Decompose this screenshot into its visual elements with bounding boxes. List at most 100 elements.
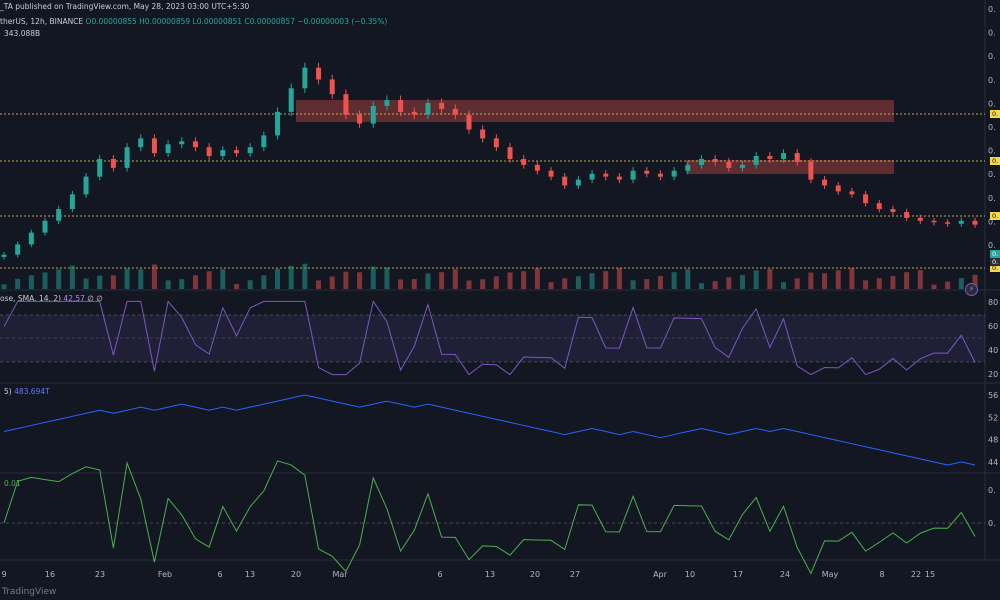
obv-axis: 56 52 48 44 xyxy=(988,391,998,467)
last-price-tag: 0. xyxy=(990,250,1000,258)
candle-body xyxy=(233,150,239,154)
axis-label: 0. xyxy=(988,519,996,528)
axis-label: 0. xyxy=(988,147,996,156)
volume-bar xyxy=(534,268,540,289)
candle-body xyxy=(247,147,253,154)
volume-bar xyxy=(876,278,882,289)
volume-bar xyxy=(958,278,964,289)
volume-bar xyxy=(931,284,937,289)
axis-label: 0. xyxy=(988,241,996,250)
obv-line xyxy=(3,394,976,466)
candle-body xyxy=(575,179,581,186)
candle-body xyxy=(69,194,75,210)
osc-label: 0.01 xyxy=(4,479,21,488)
volume-bar xyxy=(370,266,376,289)
candle-body xyxy=(726,161,732,168)
candle-body xyxy=(904,211,910,218)
candle-body xyxy=(179,141,185,145)
osc-axis: 0. 0. xyxy=(988,486,996,528)
volume-bar xyxy=(740,275,746,289)
time-tick: Apr xyxy=(653,570,667,579)
candle-body xyxy=(83,176,89,195)
volume-bar xyxy=(110,275,116,289)
candle-body xyxy=(849,191,855,195)
volume-bar xyxy=(398,279,404,289)
candle-body xyxy=(275,111,281,136)
supply-zone-lower xyxy=(686,160,894,174)
candle-body xyxy=(151,138,157,154)
volume-bar xyxy=(466,280,472,289)
candle-body xyxy=(411,111,417,115)
axis-label: 44 xyxy=(988,458,998,467)
volume-bar xyxy=(890,276,896,289)
volume-bar xyxy=(575,276,581,289)
candle-body xyxy=(616,176,622,180)
volume-bar xyxy=(603,271,609,289)
ohlc-line: therUS, 12h, BINANCE O0.00000855 H0.0000… xyxy=(0,17,387,26)
candle-body xyxy=(97,158,103,177)
volume-bar xyxy=(261,275,267,289)
candle-body xyxy=(370,105,376,124)
time-tick: 20 xyxy=(290,570,302,579)
volume-bar xyxy=(15,278,21,289)
volume-bar xyxy=(521,271,527,289)
volume-bar xyxy=(233,284,239,289)
volume-bar xyxy=(206,271,212,289)
volume-bar xyxy=(863,280,869,289)
rsi-line xyxy=(3,300,976,376)
candles xyxy=(1,62,978,260)
obv-label: 5) xyxy=(4,387,12,396)
volume-bar xyxy=(698,283,704,289)
candle-body xyxy=(425,103,431,115)
volume-bar xyxy=(179,279,185,289)
candle-body xyxy=(138,138,144,148)
axis-label: 80 xyxy=(988,298,998,307)
candle-body xyxy=(767,156,773,159)
candle-body xyxy=(329,79,335,95)
candle-body xyxy=(808,161,814,180)
candle-body xyxy=(357,114,363,124)
candle-body xyxy=(165,144,171,154)
volume-bar xyxy=(562,278,568,289)
candle-body xyxy=(753,156,759,165)
axis-label: 52 xyxy=(988,413,998,422)
volume-bar xyxy=(151,264,157,289)
candle-body xyxy=(876,203,882,210)
candle-body xyxy=(452,108,458,115)
volume-bar xyxy=(685,269,691,289)
obv-value: 483.694T xyxy=(14,387,50,396)
volume-bar xyxy=(316,280,322,289)
candle-body xyxy=(698,158,704,165)
volume-bar xyxy=(165,280,171,289)
volume-bar xyxy=(28,275,34,289)
volume-bar xyxy=(904,272,910,289)
volume-bar xyxy=(726,277,732,289)
osc-line xyxy=(3,460,976,575)
volume-value: 343.088B xyxy=(4,29,41,38)
time-tick: 23 xyxy=(94,570,106,579)
lightning-icon[interactable]: ⚡ xyxy=(965,283,978,296)
level-tag-4: 0. xyxy=(990,264,1000,272)
volume-bar xyxy=(589,273,595,289)
candle-body xyxy=(15,244,21,255)
time-tick: 6 xyxy=(217,570,223,579)
time-tick: 9 xyxy=(1,570,7,579)
volume-bar xyxy=(945,281,951,289)
axis-label: 48 xyxy=(988,436,998,445)
volume-bar xyxy=(69,265,75,289)
candle-body xyxy=(28,232,34,245)
time-tick: 24 xyxy=(779,570,791,579)
volume-bar xyxy=(794,278,800,289)
level-tag-3: 0. xyxy=(990,212,1000,220)
time-tick: 27 xyxy=(569,570,581,579)
candle-body xyxy=(110,158,116,168)
time-tick: 15 xyxy=(924,570,936,579)
volume-bar xyxy=(42,272,48,289)
time-tick: 17 xyxy=(732,570,744,579)
candle-body xyxy=(630,170,636,180)
volume-bar xyxy=(357,272,363,289)
candle-body xyxy=(343,94,349,115)
time-tick: 20 xyxy=(529,570,541,579)
candle-body xyxy=(781,153,787,159)
